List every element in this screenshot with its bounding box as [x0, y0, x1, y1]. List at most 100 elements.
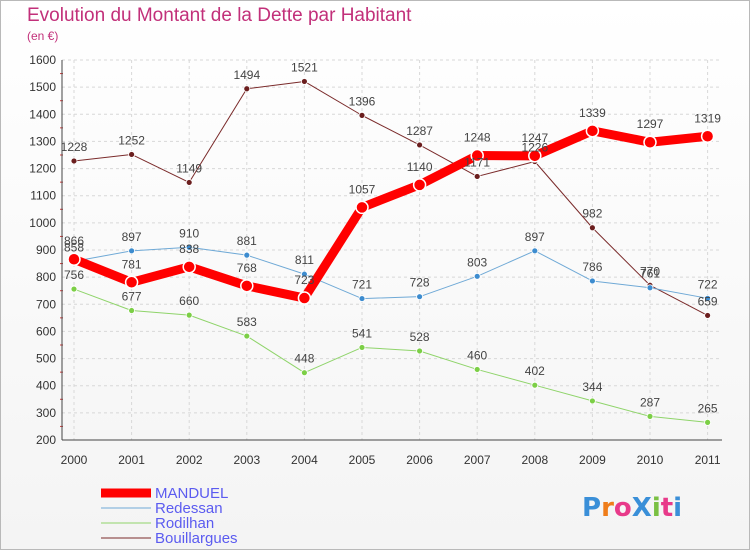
point-bouillargues — [358, 111, 366, 119]
series-line-redessan — [73, 246, 709, 300]
data-label-rodilhan: 402 — [525, 364, 545, 378]
point-bouillargues — [473, 173, 481, 180]
point-redessan — [589, 277, 596, 285]
data-label-bouillargues: 770 — [640, 264, 660, 278]
data-label-manduel: 1319 — [694, 111, 721, 125]
point-bouillargues — [300, 78, 308, 85]
point-redessan — [646, 284, 654, 292]
data-label-rodilhan: 660 — [179, 294, 199, 308]
logo-letter: t — [661, 493, 673, 523]
data-label-rodilhan: 344 — [582, 380, 602, 394]
data-label-redessan: 897 — [525, 230, 545, 244]
series-line-rodilhan — [73, 288, 709, 423]
data-label-redessan: 858 — [64, 240, 84, 254]
point-bouillargues — [243, 85, 251, 93]
point-rodilhan — [531, 381, 539, 389]
data-label-redessan: 728 — [410, 276, 430, 290]
point-manduel — [124, 275, 139, 290]
logo-letter: P — [582, 493, 601, 523]
point-rodilhan — [300, 369, 308, 377]
point-rodilhan — [358, 344, 366, 351]
y-tick-label: 1000 — [29, 216, 56, 230]
axes: 200 300 400 500 600 700 800 900 1000 1100 1200 1300… — [29, 53, 722, 467]
x-tick-label: 2011 — [695, 453, 721, 467]
point-redessan — [704, 294, 711, 302]
point-rodilhan — [646, 412, 654, 420]
data-label-manduel: 1248 — [464, 131, 491, 145]
y-tick-label: 1200 — [29, 162, 56, 176]
series-line-bouillargues — [73, 80, 709, 316]
data-label-redessan: 897 — [122, 230, 142, 244]
point-rodilhan — [473, 366, 481, 373]
y-tick-label: 400 — [36, 379, 56, 393]
series-lines — [69, 80, 713, 423]
point-manduel — [412, 178, 427, 192]
point-redessan — [300, 270, 308, 278]
data-label-bouillargues: 1226 — [521, 141, 548, 155]
data-label-manduel: 866 — [64, 234, 84, 248]
point-redessan — [473, 272, 481, 280]
legend-label-rodilhan: Rodilhan — [155, 515, 214, 532]
data-label-rodilhan: 287 — [640, 395, 660, 409]
y-tick-label: 800 — [36, 270, 56, 284]
data-labels: 1228 1252 1149 1494 1521 1396 1287 1171 1226 982 7… — [61, 60, 722, 415]
data-label-bouillargues: 1171 — [464, 155, 490, 169]
y-tick-label: 200 — [36, 433, 56, 447]
point-rodilhan — [243, 332, 251, 340]
point-bouillargues — [416, 141, 424, 149]
data-label-bouillargues: 1149 — [176, 161, 202, 175]
data-label-redessan: 761 — [640, 267, 660, 281]
data-label-bouillargues: 1396 — [349, 94, 376, 108]
point-manduel — [700, 129, 715, 144]
data-label-manduel: 768 — [237, 261, 257, 275]
point-manduel — [297, 291, 312, 305]
x-tick-label: 2002 — [176, 453, 203, 467]
x-tick-label: 2000 — [61, 453, 88, 467]
proxiti-logo: ProXiti — [582, 493, 682, 523]
x-tick-label: 2006 — [406, 453, 433, 467]
chart-title: Evolution du Montant de la Dette par Hab… — [27, 5, 412, 26]
point-bouillargues — [704, 312, 711, 319]
data-label-bouillargues: 1228 — [61, 140, 88, 154]
data-label-manduel: 1339 — [579, 106, 606, 120]
point-bouillargues — [185, 179, 193, 186]
logo-text: ProXiti — [582, 493, 682, 523]
y-tick-label: 1500 — [29, 80, 56, 94]
data-label-rodilhan: 541 — [352, 326, 372, 340]
data-label-redessan: 722 — [698, 277, 718, 291]
data-label-rodilhan: 448 — [294, 352, 314, 366]
data-label-bouillargues: 1494 — [233, 68, 260, 82]
data-label-manduel: 781 — [122, 257, 142, 271]
point-bouillargues — [70, 157, 78, 165]
point-rodilhan — [185, 311, 193, 319]
series-points — [67, 78, 715, 426]
x-tick-label: 2007 — [464, 453, 491, 467]
y-tick-label: 1400 — [29, 107, 56, 121]
data-label-manduel: 838 — [179, 242, 199, 256]
point-redessan — [243, 251, 251, 259]
y-tick-label: 900 — [36, 243, 56, 257]
data-label-bouillargues: 1521 — [291, 60, 318, 74]
data-label-bouillargues: 1252 — [118, 133, 145, 147]
data-label-redessan: 881 — [237, 234, 257, 248]
data-label-redessan: 811 — [295, 253, 314, 267]
x-tick-label: 2009 — [579, 453, 606, 467]
point-redessan — [128, 247, 136, 255]
data-label-rodilhan: 460 — [467, 348, 487, 362]
data-label-redessan: 721 — [352, 278, 372, 292]
data-label-manduel: 1247 — [521, 131, 548, 145]
logo-letter: o — [614, 493, 632, 523]
data-label-rodilhan: 756 — [64, 268, 84, 282]
y-tick-label: 1600 — [29, 53, 56, 67]
data-label-bouillargues: 982 — [582, 207, 602, 221]
point-rodilhan — [70, 285, 78, 293]
point-manduel — [470, 148, 484, 163]
data-label-bouillargues: 659 — [698, 294, 718, 308]
point-manduel — [240, 279, 254, 293]
logo-letter: r — [601, 493, 614, 523]
point-manduel — [528, 149, 542, 163]
data-label-rodilhan: 265 — [698, 401, 718, 415]
legend-label-manduel: MANDUEL — [155, 485, 228, 502]
